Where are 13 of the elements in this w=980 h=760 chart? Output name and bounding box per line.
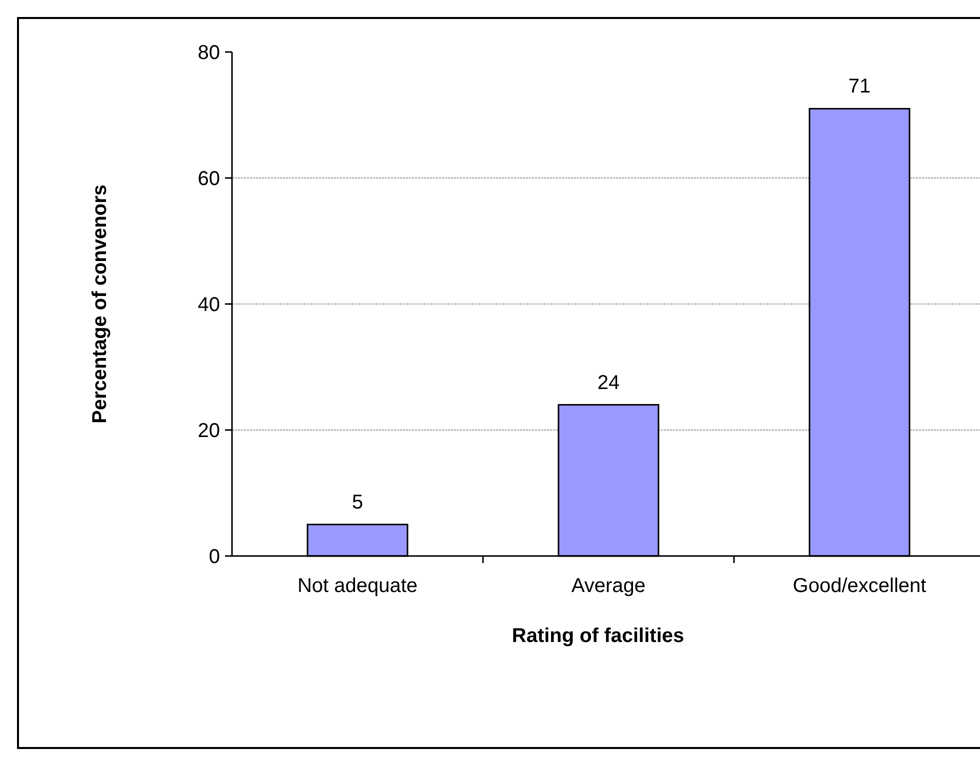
x-tick-label: Average xyxy=(571,575,646,597)
x-tick-label: Good/excellent xyxy=(792,575,927,597)
y-tick-label: 20 xyxy=(198,420,220,442)
y-tick-label: 60 xyxy=(198,168,220,190)
y-axis-title: Percentage of convenors xyxy=(89,184,111,424)
y-tick-label: 0 xyxy=(208,546,220,568)
x-axis-title: Rating of facilities xyxy=(512,625,684,647)
x-tick-label: Not adequate xyxy=(297,575,418,597)
data-label: 24 xyxy=(597,372,620,394)
y-tick-label: 40 xyxy=(198,294,220,316)
y-tick-label: 80 xyxy=(198,42,220,64)
data-label: 71 xyxy=(848,76,871,98)
data-label: 5 xyxy=(352,492,364,514)
